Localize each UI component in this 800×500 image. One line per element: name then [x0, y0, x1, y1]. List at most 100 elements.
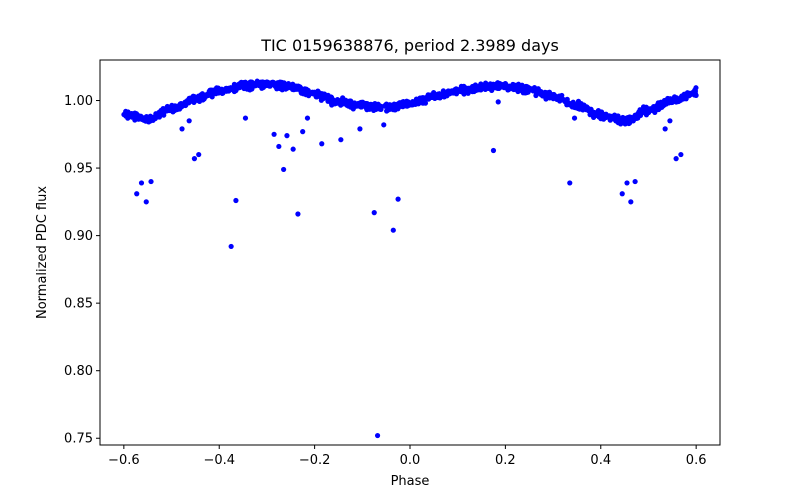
y-tick-label: 0.85 — [64, 297, 93, 312]
data-point — [577, 101, 584, 107]
data-point — [300, 129, 306, 135]
data-point — [172, 104, 178, 110]
y-tick-label: 0.90 — [64, 229, 93, 244]
data-point — [624, 180, 630, 186]
data-point — [516, 86, 522, 92]
y-tick-label: 0.80 — [64, 364, 93, 379]
data-point — [628, 199, 634, 205]
data-point — [342, 98, 348, 104]
data-point — [160, 109, 166, 116]
data-point — [300, 87, 307, 93]
data-point — [186, 118, 192, 124]
data-point — [667, 118, 673, 124]
data-point — [187, 98, 194, 104]
data-point — [551, 92, 557, 98]
data-point — [321, 94, 327, 100]
data-point — [247, 87, 253, 93]
data-point — [535, 86, 541, 92]
data-point — [632, 178, 638, 185]
data-point — [334, 98, 341, 104]
data-point — [196, 151, 202, 158]
data-point — [281, 166, 287, 173]
x-tick-label: 0.6 — [686, 453, 707, 468]
data-point — [678, 94, 685, 100]
data-point — [483, 85, 489, 91]
data-point — [505, 87, 511, 93]
data-point — [428, 92, 434, 98]
x-tick-label: −0.2 — [299, 453, 331, 468]
data-point — [138, 180, 145, 186]
data-point — [606, 113, 612, 119]
data-point — [289, 84, 295, 90]
data-point — [615, 118, 621, 124]
data-point — [623, 117, 629, 123]
data-point — [580, 107, 586, 113]
data-point — [170, 109, 176, 115]
data-point — [675, 98, 681, 105]
data-point — [390, 227, 396, 233]
data-point — [191, 156, 198, 162]
data-point — [593, 112, 599, 118]
data-point — [381, 122, 387, 128]
data-point — [272, 81, 279, 87]
data-point — [179, 126, 185, 132]
data-point — [678, 151, 684, 158]
data-point — [661, 100, 667, 107]
data-point — [691, 90, 697, 96]
x-tick-label: −0.4 — [203, 453, 235, 468]
data-point — [585, 105, 591, 111]
data-point — [458, 83, 464, 89]
data-point — [392, 104, 398, 111]
data-point — [470, 87, 476, 93]
data-point — [143, 199, 149, 205]
data-point — [490, 147, 497, 154]
data-point — [195, 93, 202, 99]
data-point — [556, 93, 562, 99]
data-point — [260, 79, 266, 85]
data-point — [276, 143, 282, 150]
data-point — [626, 114, 633, 120]
data-point — [652, 104, 659, 111]
data-point — [202, 93, 208, 99]
data-point — [319, 141, 325, 147]
chart-title: TIC 0159638876, period 2.3989 days — [260, 36, 559, 55]
data-point — [143, 118, 149, 124]
data-point — [338, 137, 344, 143]
data-point — [330, 98, 337, 105]
data-point — [374, 432, 381, 439]
data-point — [682, 95, 688, 101]
data-point — [349, 102, 355, 108]
data-point — [619, 191, 625, 197]
data-point — [478, 87, 484, 93]
data-point — [522, 90, 528, 96]
data-point — [465, 90, 471, 96]
data-point — [443, 90, 449, 96]
data-point — [134, 115, 140, 121]
data-point — [212, 87, 218, 93]
data-point — [571, 101, 577, 107]
data-point — [673, 156, 679, 162]
data-point — [290, 146, 296, 152]
data-point — [353, 103, 360, 109]
data-point — [219, 90, 225, 97]
data-point — [662, 126, 668, 132]
data-point — [150, 114, 156, 120]
data-point — [600, 111, 607, 117]
data-point — [668, 97, 674, 103]
x-tick-label: 0.4 — [590, 453, 611, 468]
data-point — [422, 100, 429, 106]
data-point — [124, 112, 131, 118]
data-point — [304, 115, 311, 121]
x-tick-label: 0.0 — [400, 453, 421, 468]
data-point — [546, 92, 553, 98]
data-point — [215, 90, 222, 96]
data-point — [276, 83, 283, 90]
x-axis-label: Phase — [391, 474, 430, 489]
data-point — [413, 98, 420, 104]
y-tick-label: 1.00 — [64, 94, 93, 109]
data-point — [631, 115, 637, 122]
data-point — [495, 80, 501, 86]
data-point — [129, 113, 135, 119]
